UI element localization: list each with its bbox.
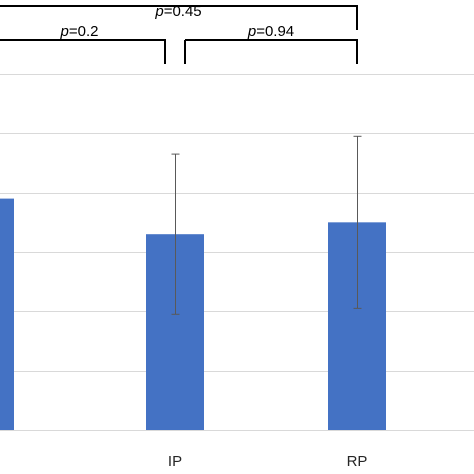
bars xyxy=(0,198,386,430)
p-value-label: p=0.45 xyxy=(154,3,201,20)
significance-bracket: p=0.94 xyxy=(184,23,358,64)
bracket-line xyxy=(0,5,358,30)
x-tick-label: IP xyxy=(168,453,182,470)
significance-bracket: p=0.45 xyxy=(0,3,358,30)
error-bars xyxy=(171,135,362,315)
significance-bracket: p=0.2 xyxy=(0,23,166,64)
x-tick-labels: IP RP xyxy=(168,453,368,470)
p-value-label: p=0.2 xyxy=(60,23,99,40)
bracket-line xyxy=(0,39,166,64)
error-bar-ip xyxy=(171,153,180,315)
error-bar-rp xyxy=(353,135,362,309)
p-value-label: p=0.94 xyxy=(247,23,294,40)
gridlines xyxy=(0,74,474,431)
bar-first xyxy=(0,198,14,430)
x-tick-label: RP xyxy=(347,453,368,470)
bracket-line xyxy=(184,39,358,64)
significance-brackets: p=0.45 p=0.2 p=0.94 xyxy=(0,3,358,64)
